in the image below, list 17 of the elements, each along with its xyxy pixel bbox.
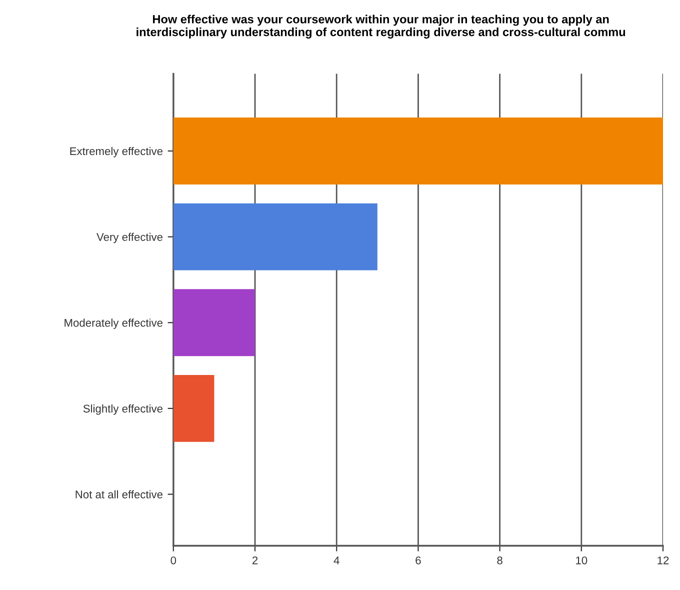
- x-tick-label: 4: [334, 556, 340, 564]
- bar: [173, 374, 214, 442]
- x-tick-label: 8: [497, 556, 502, 564]
- x-tick-label: 6: [416, 556, 421, 564]
- bar: [173, 203, 378, 270]
- y-tick-label: Slightly effective: [83, 404, 162, 415]
- x-tick-label: 0: [170, 556, 176, 564]
- bar: [173, 118, 663, 184]
- x-tick-label: 12: [658, 556, 669, 564]
- bar: [173, 289, 255, 356]
- chart-title: How effective was your coursework within your major in teaching you to apply an interdisciplinary understanding of content regarding diverse and cross-cultural commu: [136, 14, 626, 39]
- x-tick-label: 10: [576, 556, 588, 564]
- y-tick-label: Very effective: [96, 232, 162, 244]
- x-tick-label: 2: [252, 556, 258, 564]
- y-tick-label: Extremely effective: [70, 146, 162, 158]
- y-tick-label: Not at all effective: [76, 490, 162, 498]
- y-tick-label: Moderately effective: [64, 318, 162, 329]
